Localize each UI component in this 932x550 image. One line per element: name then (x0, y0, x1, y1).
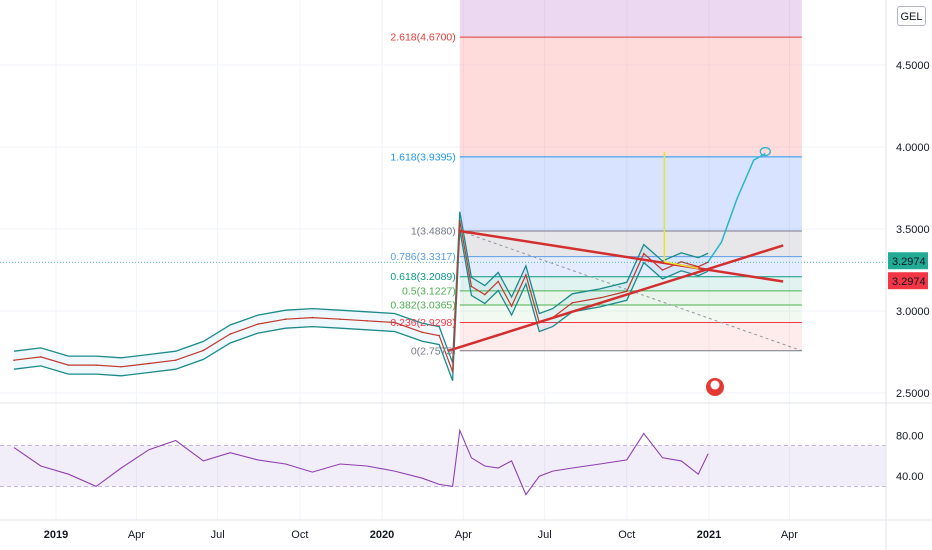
currency-button[interactable]: GEL (897, 6, 926, 26)
fib-zone (459, 305, 802, 323)
last-price-label: 3.2974 (892, 256, 926, 268)
price-point (470, 285, 473, 288)
price-point (284, 318, 287, 321)
price-point (626, 290, 628, 293)
rsi-line (13, 428, 709, 496)
price-point (642, 252, 645, 255)
rsi-tick-label: 40.00 (896, 471, 924, 483)
price-tick-label: 4.5000 (896, 60, 930, 72)
price-tick-label: 3.5000 (896, 224, 930, 236)
price-point (458, 220, 461, 222)
spike-base (664, 261, 699, 270)
trendline-down (459, 229, 784, 283)
time-tick-label: 2020 (370, 529, 394, 541)
fib-level-label: 0.5(3.1227) (402, 285, 456, 297)
fibonacci-levels (459, 36, 803, 352)
price-point (571, 302, 574, 304)
rsi-tick-label: 80.00 (896, 430, 924, 442)
price-axis[interactable]: 4.5000 4.0000 3.5000 3.0000 2.5000 3.2974 3.29… (885, 0, 930, 550)
price-point (257, 323, 259, 325)
price-point (366, 320, 368, 322)
projection-path (707, 152, 766, 263)
price-point (174, 359, 177, 362)
price-point (40, 356, 42, 358)
fib-level-label: 0(2.7575) (411, 345, 456, 357)
time-tick-label: Jul (211, 529, 225, 541)
fib-zone (459, 156, 802, 231)
event-icon[interactable] (706, 378, 724, 396)
time-axis[interactable]: 2019 Apr Jul Oct 2020 Apr Jul Oct 2021 Apr (44, 529, 799, 541)
fibonacci-labels: 2.618(4.6700) 1.618(3.9395) 1(3.4880) 0.786… (390, 32, 455, 358)
fib-level-label: 1(3.4880) (411, 225, 456, 237)
fib-level-label: 0.618(3.2089) (390, 271, 455, 283)
trendline-drawings[interactable] (447, 146, 784, 352)
bollinger-bands (13, 211, 709, 381)
price-tick-label: 2.5000 (896, 388, 930, 400)
time-tick-label: 2019 (44, 529, 68, 541)
fib-zone (459, 290, 802, 306)
fib-level-label: 2.618(4.6700) (390, 32, 455, 44)
fib-level-label: 1.618(3.9395) (390, 151, 455, 163)
last-price-badge (888, 252, 928, 270)
last-price-label: 3.2974 (892, 276, 926, 288)
bb-lower-line (13, 229, 709, 381)
fib-level-label: 0.786(3.3317) (390, 251, 455, 263)
price-line (13, 220, 709, 372)
price-point (95, 364, 97, 366)
time-tick-label: 2021 (697, 529, 721, 541)
price-point (497, 280, 499, 283)
rsi-pane (0, 402, 932, 521)
trendline-up (447, 244, 784, 352)
time-tick-label: Oct (291, 529, 308, 541)
price-point (339, 318, 341, 321)
time-tick-label: Apr (455, 529, 472, 541)
price-series (0, 220, 886, 373)
time-tick-label: Oct (618, 529, 635, 541)
fib-level-label: 0.382(3.0365) (390, 300, 455, 312)
fib-zone (459, 276, 802, 291)
price-point (311, 316, 314, 319)
price-point (202, 349, 205, 352)
flag-icon-inner (710, 380, 720, 390)
time-tick-label: Apr (781, 529, 798, 541)
price-point (67, 364, 70, 366)
price-point (525, 274, 527, 276)
fib-zone (459, 322, 802, 351)
price-point (483, 293, 486, 296)
price-point (438, 334, 441, 337)
fib-zone (459, 230, 802, 257)
price-point (229, 333, 231, 335)
price-point (421, 331, 424, 334)
last-price-badge (888, 272, 928, 290)
price-point (661, 269, 664, 271)
fib-zone-top (459, 0, 802, 38)
price-tick-label: 4.0000 (896, 142, 930, 154)
price-point (393, 321, 396, 324)
bb-upper-line (13, 211, 709, 363)
price-point (510, 305, 513, 307)
fib-zone (459, 37, 802, 157)
fib-level-label: 0.236(2.9298) (390, 317, 455, 329)
rsi-band (0, 445, 886, 487)
price-tick-label: 3.0000 (896, 306, 930, 318)
price-point (451, 370, 454, 373)
time-tick-label: Apr (128, 529, 145, 541)
price-point (120, 365, 123, 368)
price-point (599, 297, 601, 299)
time-tick-label: Jul (538, 529, 552, 541)
fibonacci-zones (459, 0, 802, 351)
price-point (13, 359, 15, 362)
price-point (148, 362, 150, 365)
projection-target (759, 146, 771, 157)
